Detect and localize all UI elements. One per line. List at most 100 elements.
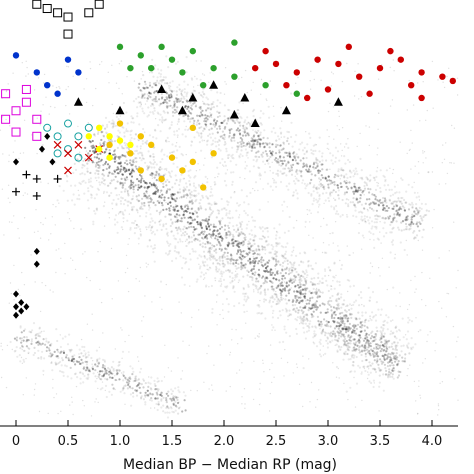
data-point: [418, 69, 425, 76]
series-9: [13, 132, 56, 166]
data-point: [408, 82, 415, 89]
data-point: [189, 47, 196, 55]
data-point: [366, 90, 373, 97]
data-point: [53, 132, 62, 141]
data-point: [189, 124, 196, 131]
data-point: [250, 118, 260, 128]
main-sequence: [55, 100, 422, 393]
data-point: [314, 56, 321, 63]
data-point: [11, 106, 21, 116]
data-point: [262, 47, 269, 55]
data-point: [200, 82, 207, 89]
data-point: [94, 0, 104, 9]
series-1: [116, 39, 300, 97]
data-point: [158, 175, 165, 183]
data-point: [333, 97, 343, 106]
data-point: [21, 97, 31, 107]
x-tick-label: 0.5: [58, 434, 79, 449]
data-point: [293, 90, 300, 97]
data-point: [75, 69, 82, 76]
data-point: [293, 69, 300, 76]
data-point: [229, 110, 239, 119]
data-point: [74, 153, 83, 162]
data-point: [64, 149, 72, 158]
data-point: [13, 303, 19, 311]
data-point: [53, 174, 62, 183]
data-point: [43, 123, 52, 132]
data-point: [1, 114, 11, 124]
data-points: [1, 0, 456, 319]
data-point: [74, 132, 83, 141]
data-point: [272, 60, 280, 68]
data-point: [54, 90, 61, 97]
data-point: [168, 56, 176, 63]
data-point: [18, 307, 25, 315]
data-point: [189, 158, 196, 166]
series-7: [13, 247, 40, 319]
field-star-scatter: [0, 59, 459, 417]
series-2: [106, 120, 217, 191]
data-point: [32, 114, 42, 124]
data-point: [13, 290, 19, 298]
data-point: [32, 174, 41, 183]
data-point: [64, 119, 72, 128]
data-point: [179, 69, 186, 76]
data-point: [13, 158, 19, 166]
series-12: [85, 124, 134, 161]
data-point: [252, 64, 259, 72]
data-point: [115, 105, 125, 115]
data-point: [1, 89, 11, 99]
x-tick-label: 3.5: [370, 434, 391, 449]
series-4: [1, 84, 42, 141]
data-point: [158, 43, 165, 51]
data-point: [53, 8, 63, 18]
data-point: [42, 4, 52, 14]
data-point: [49, 158, 56, 166]
data-point: [188, 92, 198, 102]
x-tick-label: 2.5: [266, 434, 287, 449]
data-point: [106, 141, 113, 149]
data-point: [84, 123, 93, 132]
data-point: [335, 60, 342, 68]
data-point: [137, 167, 144, 174]
data-point: [32, 0, 42, 9]
data-point: [231, 73, 238, 80]
data-point: [177, 105, 187, 115]
x-axis-label: Median BP − Median RP (mag): [123, 457, 337, 473]
data-point: [324, 86, 332, 93]
x-axis-ticks: 0 0.5 1.0 1.5 2.0 2.5 3.0 3.5 4.0: [12, 420, 442, 449]
data-point: [18, 298, 25, 306]
data-point: [148, 64, 155, 72]
data-point: [127, 150, 134, 157]
data-point: [209, 80, 219, 89]
data-point: [33, 69, 40, 76]
series-6: [73, 80, 343, 128]
data-point: [74, 140, 83, 149]
data-point: [32, 191, 41, 200]
data-point: [262, 82, 269, 89]
data-point: [127, 141, 134, 149]
series-5: [32, 0, 104, 39]
x-tick-label: 0: [12, 434, 20, 449]
data-point: [33, 247, 40, 255]
x-tick-label: 3.0: [318, 434, 339, 449]
data-point: [356, 73, 363, 80]
data-point: [84, 8, 94, 18]
data-point: [39, 145, 45, 153]
data-point: [376, 64, 384, 72]
giant-branch: [131, 55, 431, 260]
data-point: [281, 105, 291, 115]
series-3: [12, 52, 82, 97]
data-point: [137, 133, 144, 140]
data-point: [240, 92, 250, 102]
data-point: [64, 166, 72, 175]
data-point: [200, 184, 207, 191]
data-point: [137, 52, 144, 59]
data-point: [84, 153, 93, 162]
series-8: [12, 170, 62, 200]
x-tick-label: 4.0: [422, 434, 443, 449]
data-point: [63, 12, 73, 22]
data-point: [148, 141, 155, 149]
data-point: [231, 39, 238, 46]
data-point: [157, 84, 167, 93]
